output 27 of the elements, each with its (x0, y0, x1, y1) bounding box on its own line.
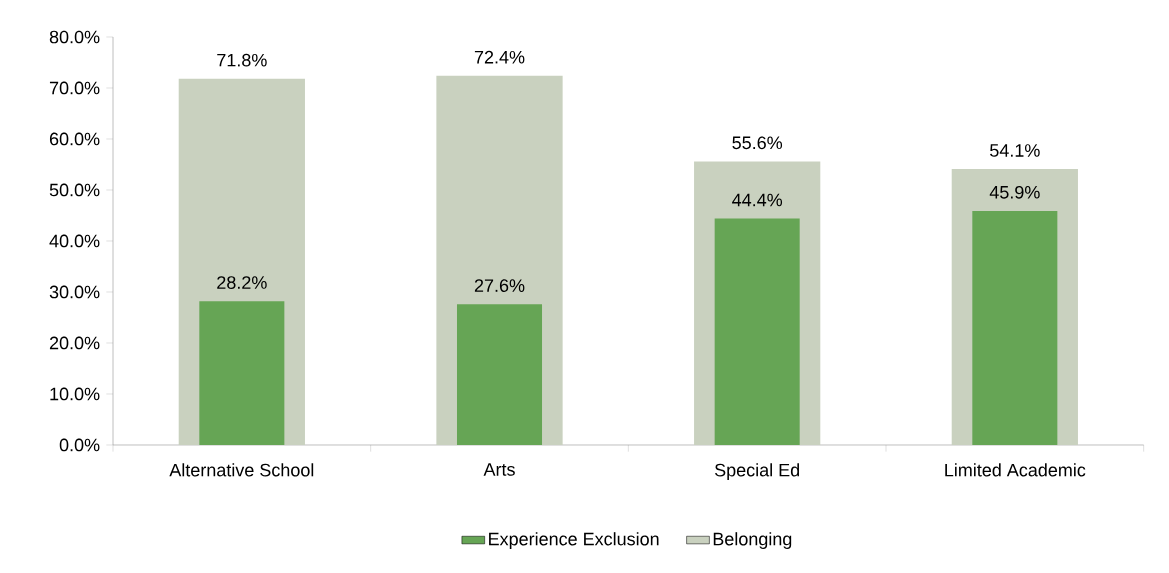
bar (714, 218, 800, 445)
data-label: 71.8% (217, 53, 267, 67)
y-tick-label: 30.0% (49, 285, 100, 299)
y-tick-label: 50.0% (49, 183, 100, 197)
y-tick-label: 10.0% (50, 387, 100, 401)
data-label: 44.4% (732, 193, 783, 207)
data-label: 28.2% (217, 276, 267, 289)
legend-label: Experience Exclusion (489, 532, 659, 549)
y-tick-label: 40.0% (49, 234, 100, 248)
data-label: 55.6% (732, 136, 783, 150)
data-label: 72.4% (474, 50, 525, 64)
x-tick-label: Special Ed (714, 463, 800, 481)
y-tick-label: 80.0% (49, 30, 100, 44)
y-tick-label: 60.0% (49, 132, 100, 146)
y-tick-label: 20.0% (49, 336, 100, 350)
bar (972, 210, 1058, 445)
x-tick-label: Limited Academic (945, 463, 1086, 477)
y-tick-label: 70.0% (49, 81, 100, 95)
bar (456, 304, 543, 445)
x-tick-label: Alternative School (169, 463, 314, 477)
y-tick-label: 0.0% (59, 438, 100, 452)
bar (199, 301, 285, 445)
data-label: 27.6% (474, 279, 525, 292)
legend-label: Belonging (713, 532, 792, 549)
x-tick-label: Arts (483, 463, 515, 476)
data-label: 45.9% (989, 185, 1040, 199)
data-label: 54.1% (990, 144, 1040, 157)
